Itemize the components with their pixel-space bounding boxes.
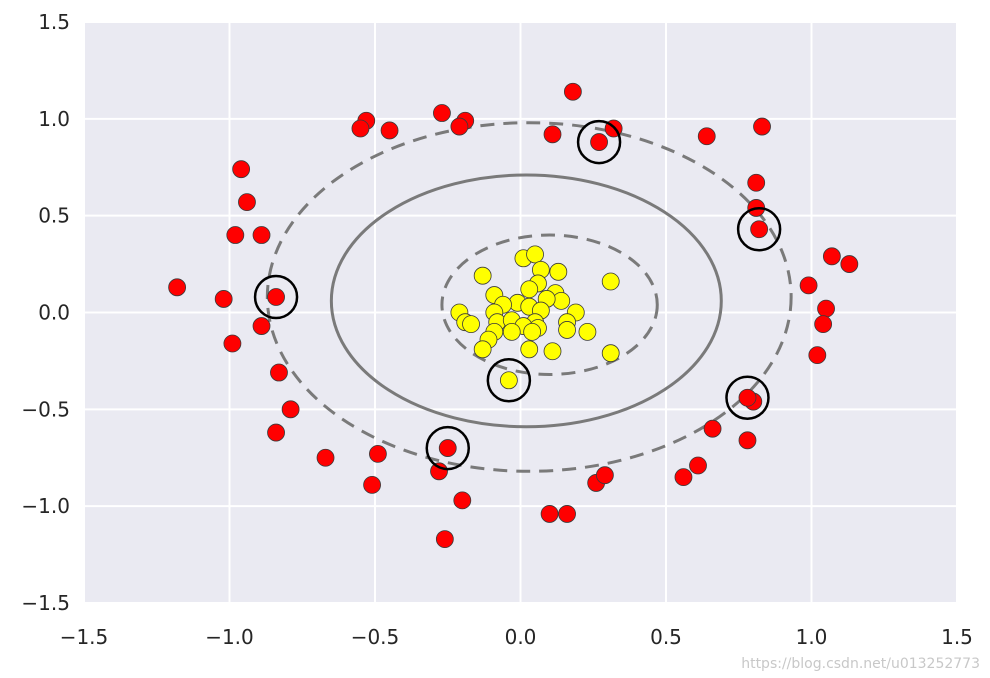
support-vector-ring	[576, 119, 622, 165]
x-tick-label: 0.5	[650, 625, 682, 649]
y-tick-label: 1.5	[38, 10, 70, 34]
x-tick-label: −1.5	[60, 625, 109, 649]
data-point	[316, 448, 335, 467]
x-tick-label: 0.0	[505, 625, 537, 649]
data-point	[430, 462, 448, 481]
support-vector-ring	[486, 358, 532, 403]
data-point	[502, 322, 521, 341]
data-point	[226, 226, 245, 244]
data-point	[450, 117, 469, 136]
data-point	[601, 344, 620, 363]
x-tick-label: −1.0	[205, 625, 254, 649]
data-point	[232, 160, 251, 179]
data-point	[473, 340, 492, 359]
data-point	[689, 456, 707, 475]
data-point	[590, 133, 608, 151]
grid	[83, 21, 958, 604]
data-point	[523, 322, 542, 341]
x-tick-label: 1.5	[941, 625, 973, 649]
data-point	[223, 334, 242, 353]
data-point	[435, 530, 454, 548]
decision-contour	[329, 173, 723, 429]
data-point	[817, 299, 835, 318]
data-point	[703, 419, 722, 438]
data-point	[380, 121, 399, 140]
y-tick-labels: 1.5 1.0 0.5 0.0 −0.5 −1.0 −1.5	[21, 10, 70, 615]
data-point	[549, 262, 568, 281]
data-point	[520, 340, 539, 359]
data-point	[840, 255, 859, 273]
data-point	[674, 468, 693, 487]
data-point	[267, 423, 285, 442]
data-point	[168, 278, 187, 297]
data-point	[543, 342, 562, 361]
x-tick-label: −0.5	[351, 625, 400, 649]
y-tick-label: 0.0	[38, 301, 70, 325]
y-tick-label: −1.0	[21, 494, 70, 518]
data-point	[351, 119, 370, 138]
data-point	[753, 117, 771, 136]
data-point	[738, 388, 757, 407]
data-point	[558, 321, 576, 339]
data-point	[747, 173, 766, 192]
data-point	[252, 226, 271, 244]
data-point	[238, 193, 256, 212]
y-tick-label: 1.0	[38, 107, 70, 131]
data-point	[520, 280, 539, 299]
data-point	[438, 439, 457, 457]
support-vector-ring	[725, 375, 770, 420]
support-vector-markers	[253, 119, 782, 471]
data-points	[168, 82, 859, 548]
support-vector-ring	[736, 206, 782, 252]
data-point	[738, 431, 757, 450]
data-point	[697, 127, 716, 146]
data-point	[822, 247, 841, 266]
data-point	[543, 125, 562, 144]
data-point	[558, 505, 576, 523]
data-point	[814, 315, 833, 334]
decision-contour	[440, 233, 659, 376]
y-tick-label: −1.5	[21, 591, 70, 615]
data-point	[473, 266, 492, 285]
data-point	[270, 363, 288, 382]
y-tick-label: −0.5	[21, 397, 70, 421]
data-point	[595, 466, 614, 485]
support-vector-ring	[253, 274, 299, 320]
data-point	[363, 475, 381, 494]
data-point	[799, 276, 818, 295]
y-tick-label: 0.5	[38, 204, 70, 228]
data-point	[750, 220, 769, 239]
data-point	[462, 315, 480, 334]
data-point	[214, 290, 233, 308]
data-point	[526, 245, 544, 264]
data-point	[281, 400, 300, 419]
data-point	[433, 104, 451, 122]
support-vector-ring	[425, 425, 470, 471]
x-tick-labels: −1.5 −1.0 −0.5 0.0 0.5 1.0 1.5	[60, 625, 973, 649]
data-point	[369, 444, 387, 463]
data-point	[578, 322, 597, 341]
data-point	[453, 491, 472, 510]
data-point	[601, 272, 620, 291]
data-point	[540, 505, 559, 523]
watermark: https://blog.csdn.net/u013252773	[741, 656, 980, 672]
x-tick-label: 1.0	[796, 625, 828, 649]
data-point	[808, 346, 827, 365]
data-point	[499, 371, 518, 390]
data-point	[252, 317, 271, 335]
data-point	[563, 82, 582, 101]
data-point	[267, 288, 285, 306]
